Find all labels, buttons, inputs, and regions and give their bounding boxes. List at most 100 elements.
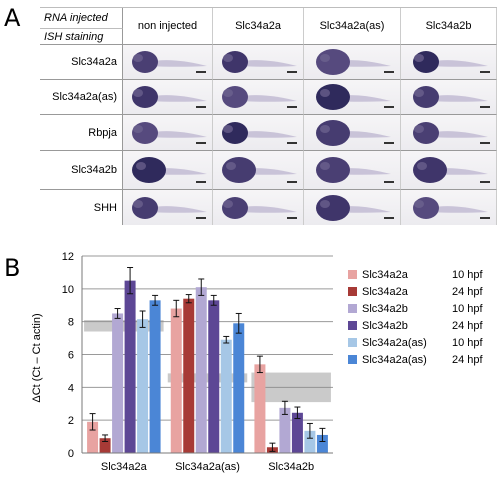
bar xyxy=(279,407,291,453)
embryo-icon xyxy=(222,121,297,144)
bar xyxy=(183,298,195,453)
bar xyxy=(87,421,99,453)
ish-image-r2-c3 xyxy=(401,114,497,150)
scale-bar xyxy=(287,217,297,219)
bar xyxy=(149,300,161,453)
ish-image-r1-c2 xyxy=(304,79,401,114)
row-label-1: Slc34a2a(as) xyxy=(40,79,123,114)
bar xyxy=(316,434,328,453)
embryo-icon xyxy=(412,196,488,219)
column-header-slc34a2b: Slc34a2b xyxy=(401,8,497,44)
y-axis-label: ΔCt (Ct – Ct actin) xyxy=(31,313,43,402)
legend-label: Slc34a2a(as) xyxy=(362,354,427,366)
y-tick-label: 6 xyxy=(68,350,74,362)
legend-stage: 24 hpf xyxy=(452,320,484,332)
scale-bar xyxy=(384,181,394,183)
legend-label: Slc34a2b xyxy=(362,320,408,332)
bar xyxy=(208,300,220,453)
legend-swatch xyxy=(348,321,357,330)
y-tick-label: 12 xyxy=(62,251,74,263)
scale-bar xyxy=(196,71,206,73)
reference-band xyxy=(84,320,164,332)
bar xyxy=(99,438,111,453)
scale-bar xyxy=(287,181,297,183)
reference-band xyxy=(167,373,248,383)
bar xyxy=(170,308,182,453)
legend-swatch xyxy=(348,338,357,347)
row-label-3: Slc34a2b xyxy=(40,150,123,189)
row-label-0: Slc34a2a xyxy=(40,44,123,79)
embryo-icon xyxy=(222,51,297,73)
y-tick-label: 2 xyxy=(68,415,74,427)
bar xyxy=(233,323,245,453)
y-tick-label: 10 xyxy=(62,284,74,296)
scale-bar xyxy=(480,142,490,144)
legend-swatch xyxy=(348,355,357,364)
legend-label: Slc34a2a(as) xyxy=(362,337,427,349)
embryo-icon xyxy=(131,51,207,73)
ish-image-r3-c0 xyxy=(123,150,213,189)
legend-stage: 10 hpf xyxy=(452,303,484,315)
embryo-icon xyxy=(316,194,391,221)
column-header-non-injected: non injected xyxy=(123,8,213,44)
column-header-slc34a2a-as: Slc34a2a(as) xyxy=(304,8,401,44)
x-tick-label: Slc34a2b xyxy=(268,461,314,473)
ish-image-r1-c1 xyxy=(213,79,304,114)
qpcr-bar-chart: 0 2 4 6 8 10 12 Slc34a2a Slc34a2a(as) Slc34a2b ΔC… xyxy=(31,251,484,473)
legend-stage: 24 hpf xyxy=(452,286,484,298)
ish-image-r4-c3 xyxy=(401,189,497,225)
ish-image-r2-c2 xyxy=(304,114,401,150)
embryo-icon xyxy=(131,157,207,183)
bar xyxy=(137,319,149,453)
scale-bar xyxy=(196,181,206,183)
embryo-icon xyxy=(131,196,207,219)
scale-bar xyxy=(480,217,490,219)
ish-image-r0-c0 xyxy=(123,44,213,79)
bar xyxy=(112,313,124,453)
x-tick-label: Slc34a2a(as) xyxy=(175,461,240,473)
embryo-icon xyxy=(131,121,207,144)
ish-image-r1-c0 xyxy=(123,79,213,114)
y-tick-label: 4 xyxy=(68,382,74,394)
ish-image-r4-c2 xyxy=(304,189,401,225)
ish-image-r2-c0 xyxy=(123,114,213,150)
legend-swatch xyxy=(348,287,357,296)
ish-image-r0-c3 xyxy=(401,44,497,79)
embryo-icon xyxy=(222,86,297,108)
column-header-slc34a2a: Slc34a2a xyxy=(213,8,304,44)
ish-image-r0-c1 xyxy=(213,44,304,79)
scale-bar xyxy=(196,142,206,144)
bar xyxy=(220,339,232,453)
panel-a-label: A xyxy=(4,4,21,32)
scale-bar xyxy=(480,71,490,73)
scale-bar xyxy=(196,106,206,108)
ish-image-r2-c1 xyxy=(213,114,304,150)
scale-bar xyxy=(196,217,206,219)
embryo-icon xyxy=(316,157,391,183)
embryo-icon xyxy=(316,119,391,146)
bar xyxy=(291,412,303,453)
ish-image-r3-c2 xyxy=(304,150,401,189)
scale-bar xyxy=(287,106,297,108)
scale-bar xyxy=(384,106,394,108)
embryo-icon xyxy=(316,49,391,75)
legend-label: Slc34a2b xyxy=(362,303,408,315)
ish-image-r1-c3 xyxy=(401,79,497,114)
y-tick-label: 0 xyxy=(68,448,74,460)
legend-label: Slc34a2a xyxy=(362,286,409,298)
legend-stage: 10 hpf xyxy=(452,337,484,349)
ish-image-r4-c1 xyxy=(213,189,304,225)
ish-image-r0-c2 xyxy=(304,44,401,79)
legend-swatch xyxy=(348,270,357,279)
header-ish-staining: ISH staining xyxy=(40,28,123,44)
bar xyxy=(195,287,207,453)
scale-bar xyxy=(287,71,297,73)
embryo-icon xyxy=(316,84,391,110)
legend-stage: 10 hpf xyxy=(452,269,484,281)
scale-bar xyxy=(384,71,394,73)
embryo-icon xyxy=(412,121,488,144)
ish-image-r3-c1 xyxy=(213,150,304,189)
ish-image-table: RNA injected non injected Slc34a2a Slc34… xyxy=(40,7,497,225)
scale-bar xyxy=(384,217,394,219)
embryo-icon xyxy=(412,157,488,183)
